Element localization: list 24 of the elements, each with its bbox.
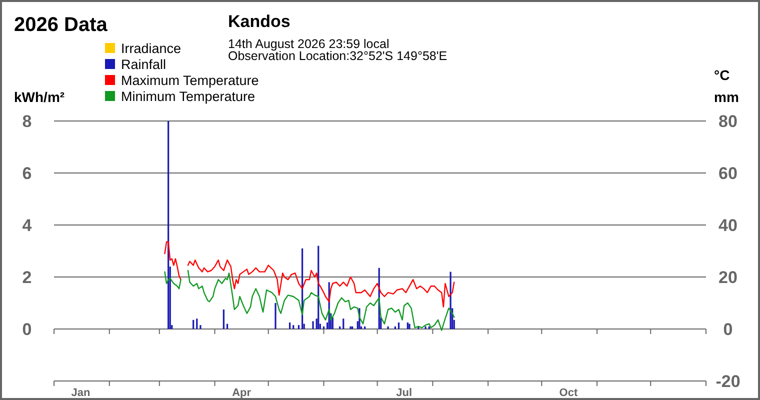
y2-tick-label: 0	[723, 320, 733, 339]
legend-label: Minimum Temperature	[121, 89, 256, 104]
y2-tick-label: -20	[716, 372, 740, 391]
legend-label: Irradiance	[121, 41, 182, 56]
y-axis-title: kWh/m²	[14, 89, 65, 105]
chart-subtitle: Kandos	[228, 12, 290, 31]
y-tick-label: 0	[22, 320, 32, 339]
y2-tick-label: 60	[718, 164, 738, 183]
y2-tick-label: 40	[718, 216, 738, 235]
x-tick-label: Apr	[232, 387, 252, 399]
x-tick-label: Jul	[396, 387, 412, 399]
chart-title: 2026 Data	[14, 14, 108, 36]
y2-tick-label: 20	[718, 268, 738, 287]
x-tick-label: Oct	[559, 387, 578, 399]
y-tick-label: 4	[22, 216, 32, 235]
text: 14th August 2026 23:59 local	[228, 37, 390, 51]
legend-label: Rainfall	[121, 57, 166, 72]
x-tick-label: Jan	[71, 387, 91, 399]
y2-tick-label: 80	[718, 112, 738, 131]
y2-axis-title: °C mm	[714, 67, 739, 105]
legend-label: Maximum Temperature	[121, 73, 259, 88]
y-tick-label: 2	[22, 268, 32, 287]
y-tick-label: 6	[22, 164, 32, 183]
y-tick-label: 8	[22, 112, 32, 131]
